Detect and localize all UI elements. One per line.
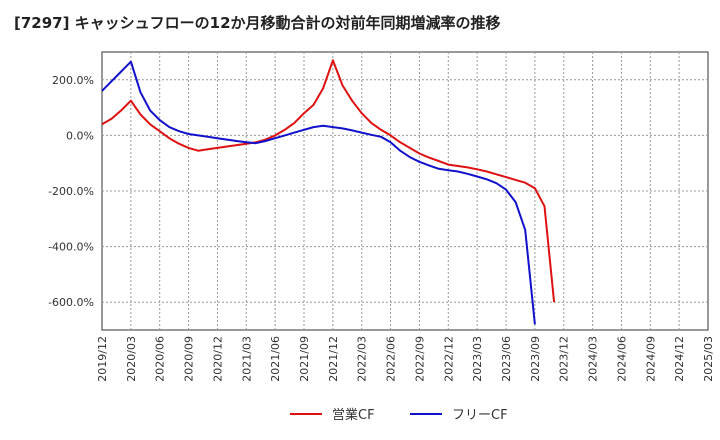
x-tick-label: 2021/09: [298, 336, 311, 382]
x-tick-label: 2024/12: [673, 336, 686, 382]
x-tick-label: 2024/06: [615, 336, 628, 382]
chart-title: [7297] キャッシュフローの12か月移動合計の対前年同期増減率の推移: [14, 14, 501, 32]
x-tick-label: 2022/03: [356, 336, 369, 382]
x-tick-label: 2019/12: [96, 336, 109, 382]
grid-lines: [101, 51, 709, 331]
x-tick-label: 2020/06: [154, 336, 167, 382]
x-tick-label: 2023/12: [558, 336, 571, 382]
x-tick-label: 2020/12: [211, 336, 224, 382]
x-tick-label: 2022/12: [442, 336, 455, 382]
x-tick-label: 2025/03: [702, 336, 715, 382]
y-tick-label: 0.0%: [66, 129, 94, 142]
x-tick-label: 2024/09: [644, 336, 657, 382]
x-tick-label: 2020/09: [183, 336, 196, 382]
series-line-free-cf: [101, 60, 536, 325]
series-line-operating-cf: [101, 59, 556, 303]
y-tick-label: 200.0%: [52, 74, 94, 87]
x-tick-label: 2022/09: [413, 336, 426, 382]
legend-label: 営業CF: [332, 407, 375, 423]
y-tick-label: -200.0%: [48, 185, 94, 198]
x-tick-label: 2021/06: [269, 336, 282, 382]
x-axis-ticks: 2019/12 2020/03 2020/06 2020/09 2020/12 2021/…: [96, 336, 715, 382]
legend: 営業CF フリーCF: [290, 407, 508, 423]
x-tick-label: 2023/09: [529, 336, 542, 382]
y-axis-ticks: 200.0% 0.0% -200.0% -400.0% -600.0%: [48, 74, 94, 309]
x-tick-label: 2023/06: [500, 336, 513, 382]
x-tick-label: 2023/03: [471, 336, 484, 382]
x-tick-label: 2021/12: [327, 336, 340, 382]
plot-area: [101, 59, 556, 325]
x-tick-label: 2021/03: [240, 336, 253, 382]
legend-label: フリーCF: [452, 408, 508, 423]
x-tick-label: 2020/03: [125, 336, 138, 382]
y-tick-label: -600.0%: [48, 296, 94, 309]
plot-frame: [101, 51, 709, 331]
x-tick-label: 2024/03: [587, 336, 600, 382]
y-tick-label: -400.0%: [48, 241, 94, 254]
x-tick-label: 2022/06: [385, 336, 398, 382]
